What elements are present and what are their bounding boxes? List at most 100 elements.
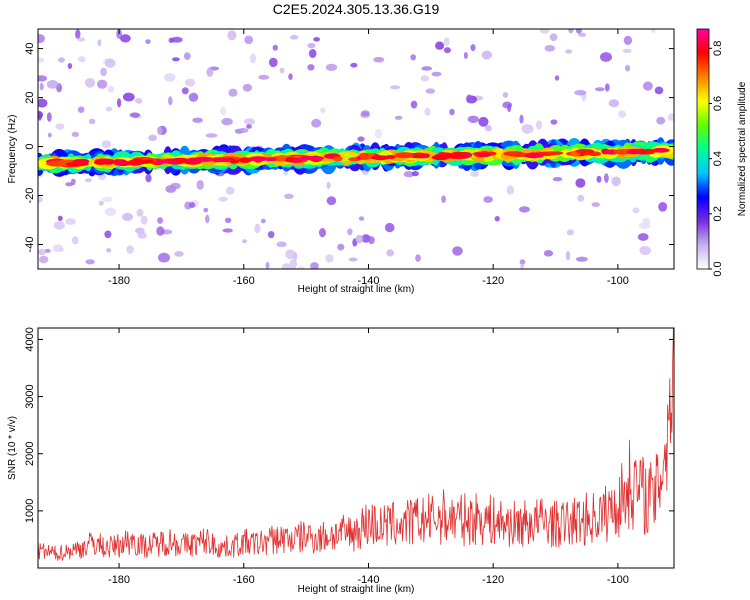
heatmap-noise-blob <box>289 259 297 269</box>
x-tick-label: -120 <box>482 275 504 287</box>
heatmap-noise-blob <box>650 29 656 34</box>
heatmap-noise-blob <box>478 116 489 127</box>
heatmap-noise-blob <box>258 74 270 80</box>
heatmap-noise-blob <box>55 123 65 130</box>
heatmap-noise-blob <box>622 48 632 54</box>
heatmap-noise-blob <box>227 30 237 41</box>
x-tick-label: -180 <box>108 275 130 287</box>
y-tick-label: 20 <box>24 91 36 103</box>
heatmap-noise-blob <box>283 171 289 176</box>
heatmap-noise-blob <box>203 207 209 213</box>
heatmap-noise-blob <box>347 228 353 236</box>
heatmap-noise-blob <box>106 248 112 253</box>
y-tick-label: -20 <box>24 188 36 204</box>
heatmap-noise-blob <box>104 207 117 216</box>
heatmap-noise-blob <box>100 67 107 77</box>
heatmap-noise-blob <box>38 248 46 256</box>
heatmap-noise-blob <box>46 112 52 122</box>
heatmap-noise-blob <box>101 140 112 149</box>
heatmap-ridge-blob <box>540 151 564 156</box>
heatmap-noise-blob <box>117 98 122 108</box>
heatmap-noise-blob <box>424 107 431 116</box>
heatmap-noise-blob <box>140 215 148 225</box>
heatmap-noise-blob <box>122 92 135 102</box>
heatmap-noise-blob <box>243 118 256 125</box>
snr-y-axis-title: SNR (10 * v/v) <box>7 416 18 480</box>
heatmap-noise-blob <box>550 119 558 125</box>
heatmap-noise-blob <box>260 218 266 224</box>
heatmap-noise-blob <box>136 208 144 217</box>
heatmap-noise-blob <box>443 37 450 47</box>
heatmap-peak-blob <box>626 150 641 155</box>
heatmap-noise-blob <box>403 171 415 178</box>
y-tick-label: 3000 <box>24 384 36 408</box>
snr-x-ticks: -180 -160 -140 -120 -100 <box>108 328 629 586</box>
heatmap-panel: -180 -160 -140 -120 -100 -40 -20 0 20 40 Height … <box>7 28 675 295</box>
heatmap-noise-blob <box>279 67 285 74</box>
heatmap-noise-blob <box>75 29 81 40</box>
heatmap-noise-blob <box>44 248 51 253</box>
heatmap-noise-blob <box>494 216 500 222</box>
heatmap-noise-blob <box>313 37 320 42</box>
heatmap-noise-blob <box>183 52 191 60</box>
heatmap-noise-blob <box>276 241 287 248</box>
heatmap-noise-blob <box>656 116 666 125</box>
heatmap-noise-blob <box>470 44 476 52</box>
heatmap-noise-blob <box>348 257 358 262</box>
heatmap-noise-blob <box>575 29 582 34</box>
heatmap-noise-blob <box>38 75 48 82</box>
heatmap-noise-blob <box>285 249 296 260</box>
heatmap-noise-blob <box>102 196 113 202</box>
heatmap-noise-blob <box>425 88 436 94</box>
heatmap-noise-blob <box>355 234 364 244</box>
heatmap-noise-blob <box>443 47 451 54</box>
heatmap-noise-blob <box>431 71 442 77</box>
heatmap-noise-blob <box>502 92 509 98</box>
heatmap-noise-blob <box>326 196 337 206</box>
heatmap-noise-blob <box>574 89 587 96</box>
heatmap-noise-blob <box>543 250 554 257</box>
heatmap-noise-blob <box>540 29 550 34</box>
heatmap-noise-blob <box>632 207 640 214</box>
heatmap-noise-blob <box>421 66 433 71</box>
x-tick-label: -100 <box>607 574 629 586</box>
heatmap-noise-blob <box>246 124 252 129</box>
heatmap-noise-blob <box>608 99 620 108</box>
heatmap-noise-blob <box>53 244 63 253</box>
heatmap-noise-blob <box>384 222 395 233</box>
heatmap-peak-blob <box>476 153 492 158</box>
heatmap-noise-blob <box>206 67 214 77</box>
heatmap-noise-blob <box>38 110 44 119</box>
heatmap-noise-blob <box>325 254 334 263</box>
y-tick-label: 0 <box>24 143 36 149</box>
heatmap-peak-blob <box>264 157 277 162</box>
heatmap-peak-blob <box>285 156 294 161</box>
heatmap-peak-blob <box>639 150 647 154</box>
heatmap-noise-blob <box>565 251 571 261</box>
colorbar-tick-label: 0.2 <box>712 206 724 221</box>
heatmap-noise-blob <box>135 97 143 104</box>
heatmap-noise-blob <box>535 120 543 130</box>
heatmap-noise-blob <box>368 236 375 245</box>
heatmap-noise-blob <box>521 124 534 134</box>
snr-x-axis-title: Height of straight line (km) <box>298 584 415 595</box>
y-tick-label: 40 <box>24 42 36 54</box>
heatmap-noise-blob <box>170 182 181 190</box>
heatmap-noise-blob <box>53 221 65 230</box>
heatmap-noise-blob <box>578 32 587 37</box>
heatmap-peak-blob <box>141 159 155 164</box>
heatmap-noise-blob <box>519 206 530 213</box>
y-tick-label: 2000 <box>24 441 36 465</box>
snr-frame <box>37 327 675 569</box>
heatmap-noise-blob <box>88 118 96 125</box>
heatmap-noise-blob <box>205 214 210 224</box>
colorbar-tick-label: 0.8 <box>712 41 724 56</box>
heatmap-noise-blob <box>71 236 79 245</box>
heatmap-noise-blob <box>168 96 173 106</box>
heatmap-noise-blob <box>311 118 322 128</box>
heatmap-ridge-blob <box>333 156 343 162</box>
heatmap-noise-blob <box>172 57 180 62</box>
heatmap-noise-blob <box>643 81 653 91</box>
heatmap-ridge-blob <box>431 154 449 161</box>
heatmap-noise-blob <box>222 228 233 233</box>
